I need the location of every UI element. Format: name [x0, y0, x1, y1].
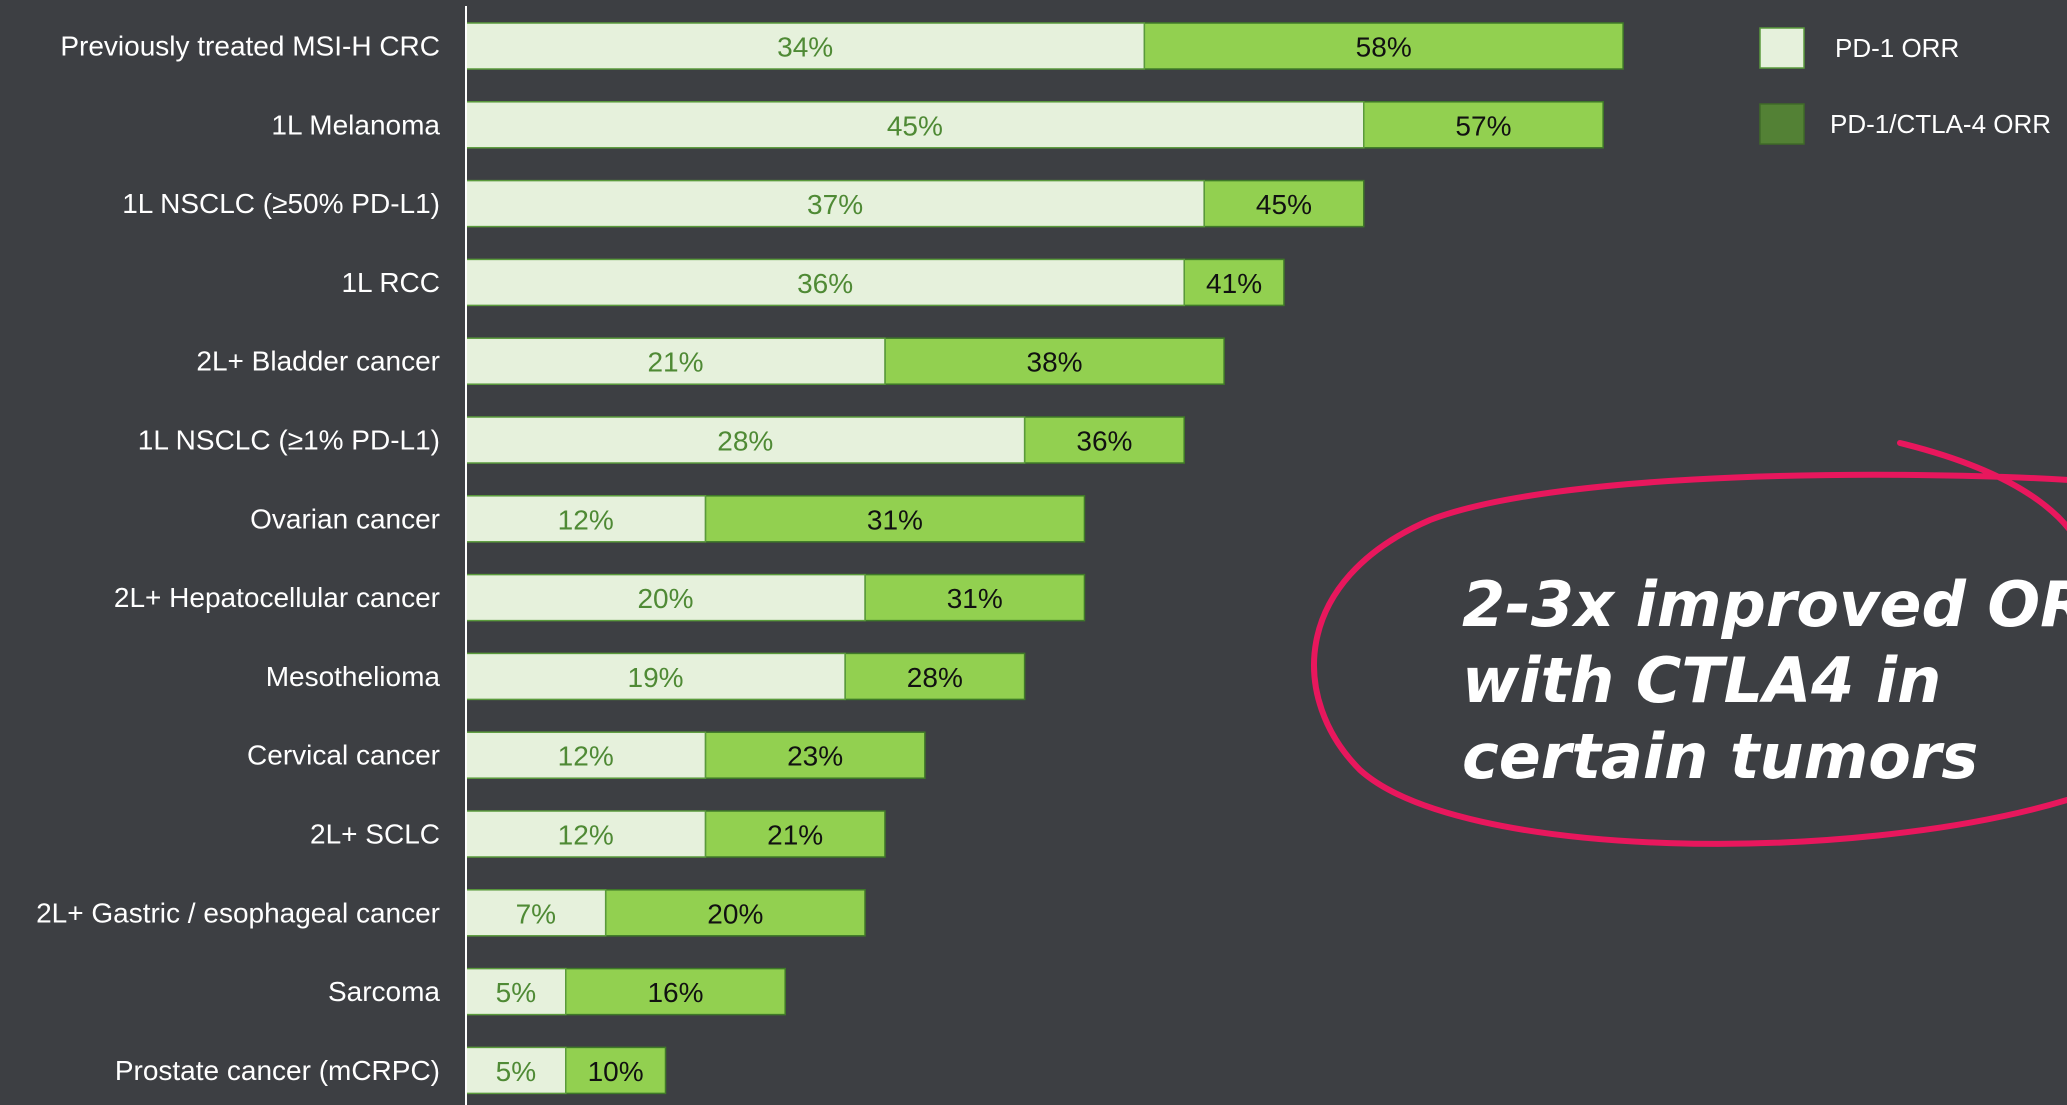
category-label: 1L NSCLC (≥1% PD-L1) [138, 425, 440, 456]
callout-annotation: 2-3x improved ORR with CTLA4 in certain … [1311, 440, 2067, 847]
bar-pd1-ctla4 [565, 967, 786, 1016]
bar-pd1-ctla4 [1183, 258, 1285, 307]
callout-line-3: certain tumors [1462, 720, 1978, 793]
legend-label-combo: PD-1/CTLA-4 ORR [1830, 109, 2051, 139]
callout-ellipse [1311, 440, 2067, 847]
bar-pd1 [465, 1046, 567, 1095]
legend-swatch-combo [1759, 103, 1805, 145]
data-label-pd1: 45% [887, 110, 943, 141]
category-label: Mesothelioma [266, 661, 441, 692]
bar-pd1-ctla4 [704, 810, 886, 858]
bar-pd1-ctla4 [1143, 22, 1624, 70]
bar-pd1 [465, 416, 1026, 464]
data-label-pd1-ctla4: 45% [1256, 189, 1312, 220]
data-label-pd1: 34% [777, 32, 833, 63]
category-label: 2L+ SCLC [310, 819, 440, 850]
bar-pd1-ctla4 [604, 889, 866, 937]
data-label-pd1: 20% [637, 583, 693, 614]
data-label-pd1-ctla4: 23% [787, 741, 843, 772]
data-label-pd1-ctla4: 10% [588, 1056, 644, 1087]
data-label-pd1-ctla4: 31% [947, 583, 1003, 614]
data-label-pd1: 12% [558, 741, 614, 772]
category-label: 1L RCC [341, 267, 440, 298]
legend-label-pd1: PD-1 ORR [1835, 33, 1959, 63]
category-label: Sarcoma [328, 976, 440, 1007]
bar-pd1-ctla4 [1023, 416, 1185, 464]
bar-pd1 [465, 495, 707, 543]
data-label-pd1: 7% [516, 898, 556, 929]
callout-line-1: 2-3x improved ORR [1462, 568, 2067, 641]
bar-pd1 [465, 337, 886, 385]
data-label-pd1: 36% [797, 268, 853, 299]
data-label-pd1-ctla4: 20% [707, 898, 763, 929]
category-label: 2L+ Hepatocellular cancer [114, 582, 440, 613]
data-label-pd1-ctla4: 16% [647, 977, 703, 1008]
bar-pd1 [465, 810, 707, 858]
data-label-pd1-ctla4: 21% [767, 820, 823, 851]
callout-line-2: with CTLA4 in [1462, 644, 1941, 717]
data-label-pd1: 5% [496, 977, 536, 1008]
data-label-pd1: 21% [647, 347, 703, 378]
legend-swatch-pd1 [1759, 27, 1805, 69]
category-label: Cervical cancer [247, 740, 440, 771]
bar-pd1 [465, 101, 1365, 149]
category-label: 2L+ Bladder cancer [196, 346, 440, 377]
data-label-pd1-ctla4: 57% [1455, 110, 1511, 141]
bar-pd1-ctla4 [1363, 101, 1604, 149]
data-label-pd1-ctla4: 31% [867, 504, 923, 535]
legend: PD-1 ORR PD-1/CTLA-4 ORR [1759, 27, 2051, 145]
data-label-pd1: 28% [717, 426, 773, 457]
data-label-pd1: 5% [496, 1056, 536, 1087]
data-label-pd1: 19% [628, 662, 684, 693]
bar-pd1 [465, 731, 707, 779]
bar-pd1-ctla4 [864, 573, 1086, 622]
bar-pd1-ctla4 [1203, 179, 1365, 228]
category-label: 2L+ Gastric / esophageal cancer [36, 897, 440, 928]
data-label-pd1-ctla4: 28% [907, 662, 963, 693]
data-label-pd1-ctla4: 41% [1206, 268, 1262, 299]
category-label: 1L Melanoma [271, 109, 440, 140]
data-label-pd1: 37% [807, 189, 863, 220]
bar-pd1-ctla4 [704, 495, 1086, 543]
bar-pd1-ctla4 [704, 731, 926, 779]
category-label: Prostate cancer (mCRPC) [115, 1055, 440, 1086]
category-label: Ovarian cancer [250, 503, 440, 534]
data-label-pd1-ctla4: 58% [1356, 32, 1412, 63]
category-label: Previously treated MSI-H CRC [60, 31, 440, 62]
data-label-pd1: 12% [558, 820, 614, 851]
data-label-pd1-ctla4: 36% [1076, 426, 1132, 457]
data-label-pd1-ctla4: 38% [1027, 347, 1083, 378]
bar-pd1 [465, 22, 1146, 70]
category-label: 1L NSCLC (≥50% PD-L1) [122, 188, 440, 219]
bar-pd1 [465, 967, 567, 1016]
data-label-pd1: 12% [558, 504, 614, 535]
bars-layer: Previously treated MSI-H CRC 34% 58% 1L Mel… [36, 22, 1624, 1095]
